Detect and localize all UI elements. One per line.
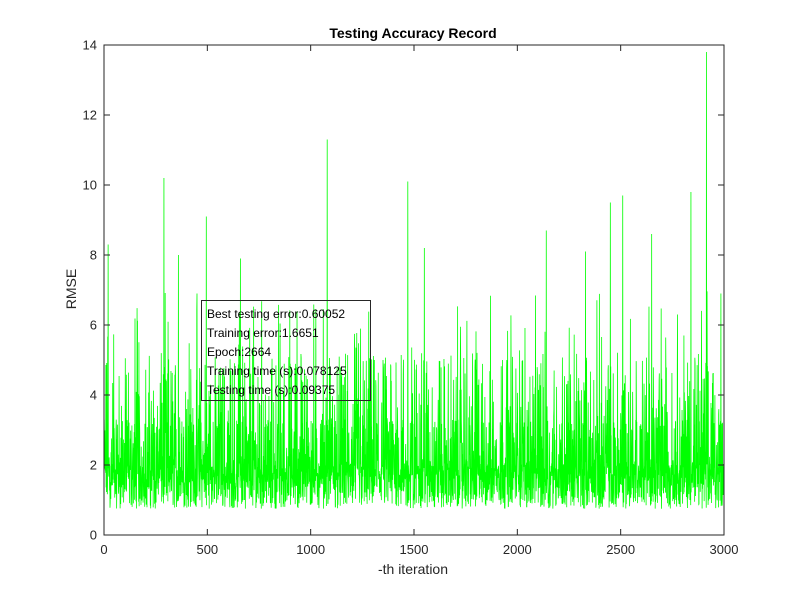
annotation-testing-time: Testing time (s):0.09375 <box>207 383 336 397</box>
y-tick-label: 0 <box>90 528 97 543</box>
y-axis-label: RMSE <box>63 269 79 309</box>
x-axis-label: -th iteration <box>378 561 448 577</box>
y-tick-label: 12 <box>83 108 97 123</box>
annotation-epoch: Epoch:2664 <box>207 345 272 359</box>
series-group <box>103 51 725 509</box>
x-tick-label: 2500 <box>606 542 635 557</box>
x-axis-ticks: 0 500 1000 1500 2000 2500 3000 <box>100 45 738 557</box>
x-tick-label: 500 <box>196 542 218 557</box>
y-tick-label: 6 <box>90 318 97 333</box>
x-tick-label: 3000 <box>710 542 739 557</box>
x-tick-label: 0 <box>100 542 107 557</box>
chart-title: Testing Accuracy Record <box>329 25 496 41</box>
y-axis-ticks: 0 2 4 6 8 10 12 14 <box>83 38 724 543</box>
x-tick-label: 1000 <box>296 542 325 557</box>
y-tick-label: 8 <box>90 248 97 263</box>
y-tick-label: 4 <box>90 388 97 403</box>
x-tick-label: 2000 <box>503 542 532 557</box>
y-tick-label: 2 <box>90 458 97 473</box>
axes-border <box>103 44 725 536</box>
annotation-training-error: Training error:1.6651 <box>207 326 319 340</box>
annotation-training-time: Training time (s):0.078125 <box>207 364 347 378</box>
annotation-best-testing-error: Best testing error:0.60052 <box>207 307 346 321</box>
series-line <box>103 51 725 509</box>
x-tick-label: 1500 <box>400 542 429 557</box>
y-tick-label: 14 <box>83 38 97 53</box>
y-tick-label: 10 <box>83 178 97 193</box>
annotation-box: Best testing error:0.60052 Training erro… <box>201 300 371 401</box>
